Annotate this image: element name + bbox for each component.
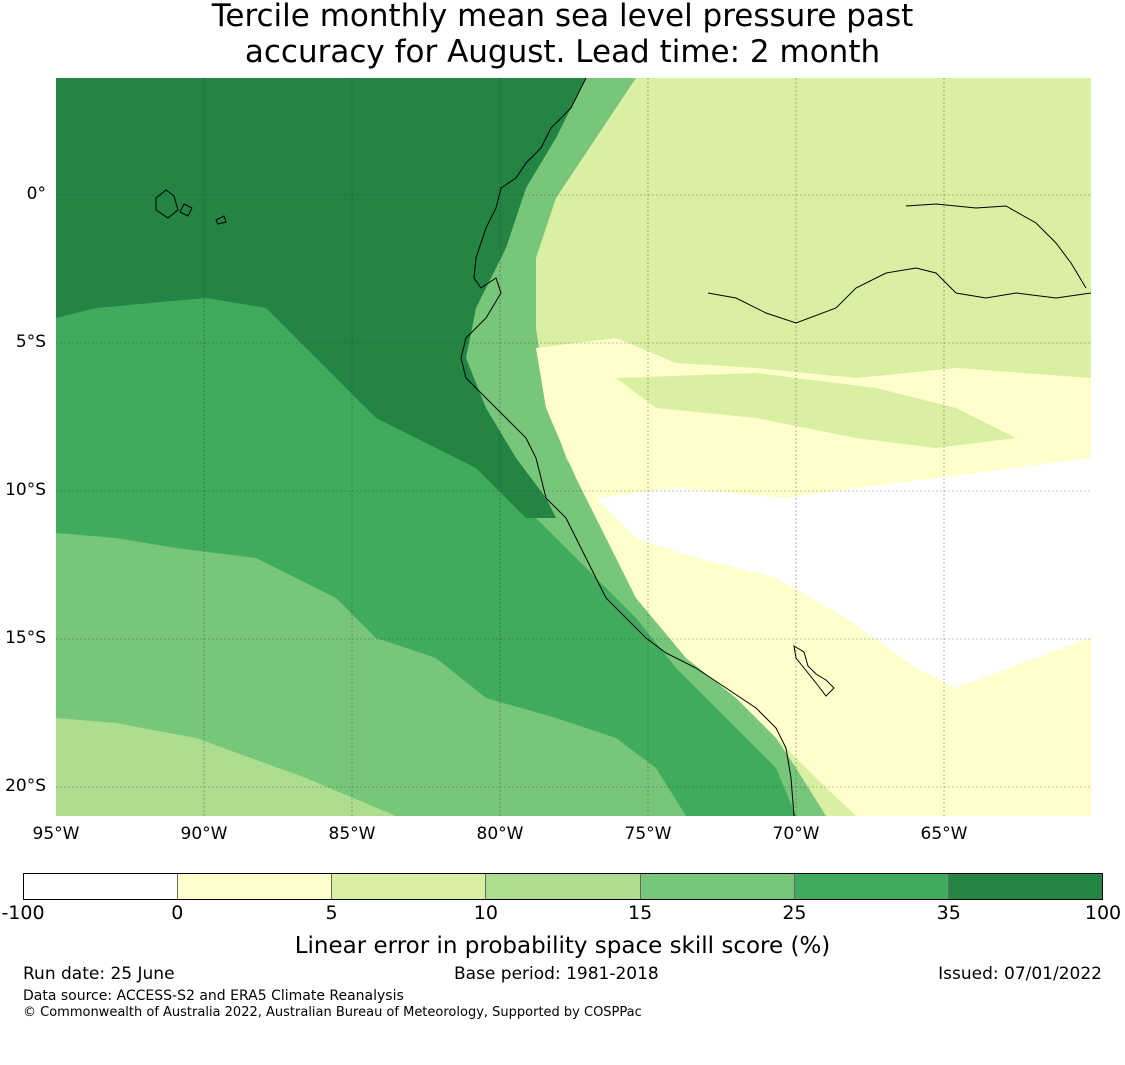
lon-label-90w: 90°W bbox=[180, 824, 228, 844]
copyright: © Commonwealth of Australia 2022, Austra… bbox=[23, 1005, 642, 1020]
galapagos-islands bbox=[155, 189, 227, 225]
colorbar-tick-label: 10 bbox=[473, 902, 498, 924]
region-far-southwest bbox=[56, 718, 396, 816]
colorbar-segment bbox=[178, 874, 333, 899]
lon-label-80w: 80°W bbox=[476, 824, 524, 844]
coastline bbox=[460, 78, 795, 816]
colorbar-tick-label: 25 bbox=[782, 902, 807, 924]
colorbar-segment bbox=[332, 874, 487, 899]
colorbar-segment bbox=[24, 874, 179, 899]
colorbar-segment bbox=[640, 874, 795, 899]
issued-date: Issued: 07/01/2022 bbox=[938, 964, 1102, 984]
lon-label-85w: 85°W bbox=[328, 824, 376, 844]
lat-label-15s: 15°S bbox=[5, 628, 46, 648]
region-negative-white bbox=[596, 458, 1091, 688]
map-title-line-2: accuracy for August. Lead time: 2 month bbox=[244, 34, 881, 70]
colorbar-segment bbox=[794, 874, 949, 899]
lon-label-70w: 70°W bbox=[772, 824, 820, 844]
region-35-100-northwest bbox=[56, 78, 586, 518]
lat-label-5s: 5°S bbox=[15, 332, 46, 352]
lat-label-20s: 20°S bbox=[5, 776, 46, 796]
river-2 bbox=[707, 267, 1091, 324]
base-period: Base period: 1981-2018 bbox=[454, 964, 659, 984]
skill-score-map bbox=[56, 78, 1091, 816]
lon-label-75w: 75°W bbox=[624, 824, 672, 844]
lat-label-10s: 10°S bbox=[5, 480, 46, 500]
colorbar-tick-label: 15 bbox=[628, 902, 653, 924]
region-interior-patch bbox=[616, 373, 1016, 448]
colorbar-tick-label: 5 bbox=[325, 902, 338, 924]
lat-label-0: 0° bbox=[26, 184, 46, 204]
data-source: Data source: ACCESS-S2 and ERA5 Climate … bbox=[23, 988, 404, 1004]
colorbar-tick-label: 100 bbox=[1084, 902, 1122, 924]
map-title-line-1: Tercile monthly mean sea level pressure … bbox=[211, 0, 914, 34]
colorbar-segment bbox=[486, 874, 641, 899]
river bbox=[905, 203, 1087, 289]
region-25-35-band bbox=[56, 288, 806, 816]
colorbar-tick-label: -100 bbox=[1, 902, 45, 924]
lake bbox=[793, 645, 835, 697]
colorbar bbox=[23, 873, 1103, 900]
colorbar-tick-label: 0 bbox=[171, 902, 184, 924]
lon-label-95w: 95°W bbox=[32, 824, 80, 844]
colorbar-label: Linear error in probability space skill … bbox=[294, 933, 831, 959]
run-date: Run date: 25 June bbox=[23, 964, 175, 984]
lon-label-65w: 65°W bbox=[920, 824, 968, 844]
colorbar-tick-label: 35 bbox=[936, 902, 961, 924]
colorbar-segment bbox=[948, 874, 1102, 899]
